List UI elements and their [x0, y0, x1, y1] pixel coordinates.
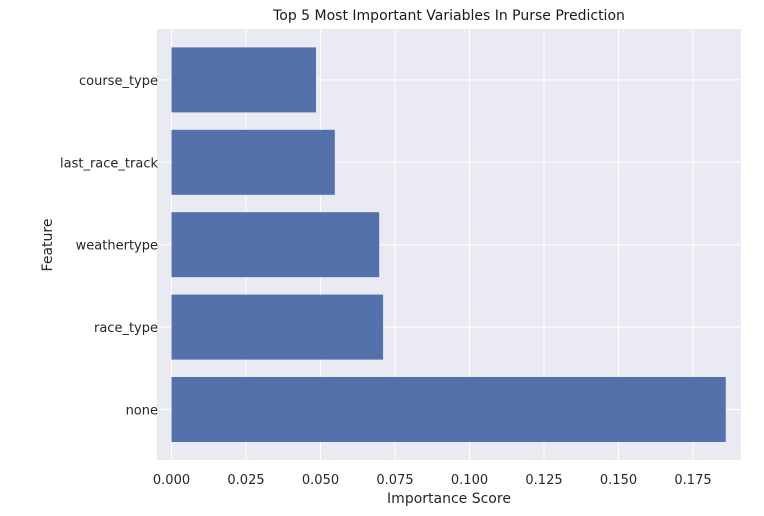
y-tick-label: race_type — [94, 321, 158, 336]
chart-title: Top 5 Most Important Variables In Purse … — [272, 8, 625, 24]
y-tick-label: course_type — [79, 74, 158, 89]
x-tick-labels: 0.000 0.025 0.050 0.075 0.100 0.125 0.150 0.175 — [153, 473, 712, 488]
bar-none — [171, 377, 726, 442]
bar-course-type — [171, 47, 317, 113]
x-axis-label: Importance Score — [387, 491, 511, 507]
y-tick-labels: none race_type weathertype last_race_track c… — [60, 74, 158, 419]
bar-weathertype — [171, 212, 380, 278]
x-tick-label: 0.175 — [674, 473, 711, 488]
y-tick-label: weathertype — [76, 239, 158, 254]
y-tick-label: last_race_track — [60, 156, 158, 171]
bar-race-type — [171, 294, 384, 360]
x-tick-label: 0.000 — [153, 473, 190, 488]
x-tick-label: 0.125 — [525, 473, 562, 488]
x-tick-label: 0.100 — [451, 473, 488, 488]
x-tick-label: 0.075 — [376, 473, 413, 488]
y-tick-label: none — [126, 404, 158, 419]
x-tick-label: 0.150 — [600, 473, 637, 488]
y-axis-label: Feature — [40, 219, 56, 272]
x-tick-label: 0.025 — [227, 473, 264, 488]
bars — [171, 47, 726, 442]
bar-last-race-track — [171, 129, 335, 195]
x-tick-label: 0.050 — [302, 473, 339, 488]
